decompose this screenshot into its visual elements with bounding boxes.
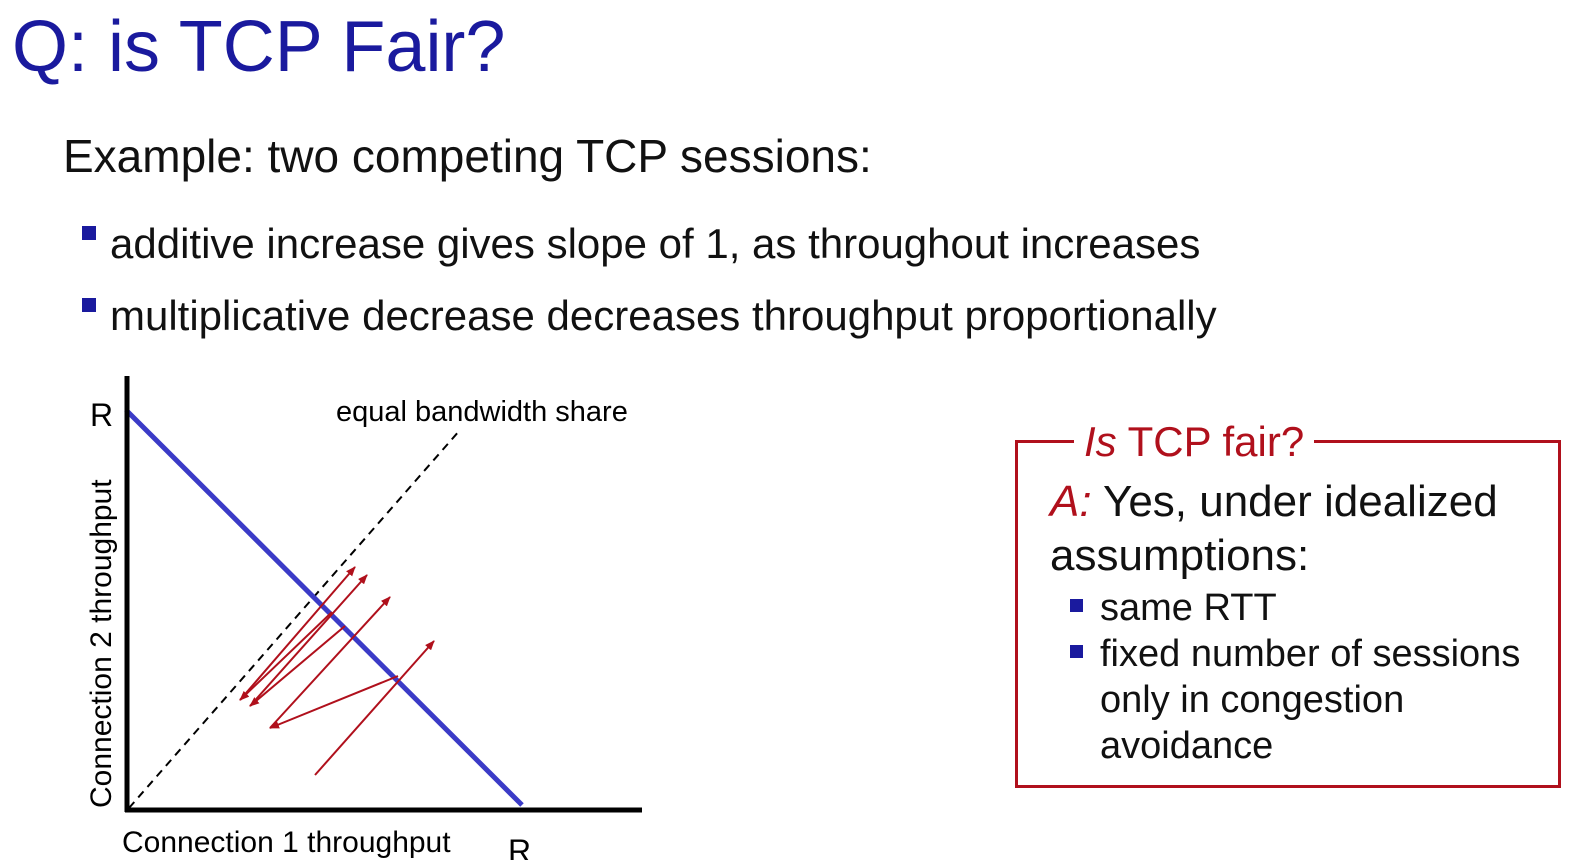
assumption-list: same RTT fixed number of sessions only i… (1070, 585, 1550, 769)
fair-box-legend-rest: TCP fair? (1116, 418, 1305, 465)
equal-share-line (128, 429, 461, 809)
bullet-additive-increase: additive increase gives slope of 1, as t… (82, 208, 1217, 280)
fairness-diagram: equal bandwidth share R R Connection 1 t… (85, 376, 642, 860)
answer-text: Yes, under idealized assumptions: (1050, 477, 1498, 580)
tcp-fair-box: Is TCP fair? A: Yes, under idealized ass… (1015, 417, 1561, 788)
fair-box-legend-italic: Is (1084, 418, 1117, 465)
assumption-same-rtt: same RTT (1070, 585, 1550, 631)
answer-mark: A: (1050, 477, 1092, 526)
x-axis-label: Connection 1 throughput (122, 826, 451, 859)
trajectory-arrow (249, 625, 346, 707)
trajectory-arrow (269, 675, 399, 729)
bullet-list: additive increase gives slope of 1, as t… (82, 208, 1217, 352)
x-max-label: R (508, 833, 531, 860)
fair-box-legend: Is TCP fair? (1074, 417, 1315, 467)
y-axis-label: Connection 2 throughput (85, 479, 118, 808)
slide-subtitle: Example: two competing TCP sessions: (63, 130, 872, 182)
assumption-fixed-sessions: fixed number of sessions only in congest… (1070, 631, 1550, 769)
fair-box-answer: A: Yes, under idealized assumptions: (1050, 475, 1550, 583)
trajectory-arrow (269, 596, 391, 729)
equal-share-label: equal bandwidth share (336, 396, 628, 428)
trajectory-arrow (239, 566, 356, 701)
slide-title: Q: is TCP Fair? (12, 7, 506, 87)
capacity-line (124, 408, 524, 807)
trajectory-arrow (239, 611, 333, 701)
trajectory-arrows (239, 566, 435, 776)
trajectory-arrow (314, 640, 435, 776)
y-max-label: R (90, 397, 113, 433)
bullet-multiplicative-decrease: multiplicative decrease decreases throug… (82, 280, 1217, 352)
trajectory-arrow (249, 574, 368, 707)
